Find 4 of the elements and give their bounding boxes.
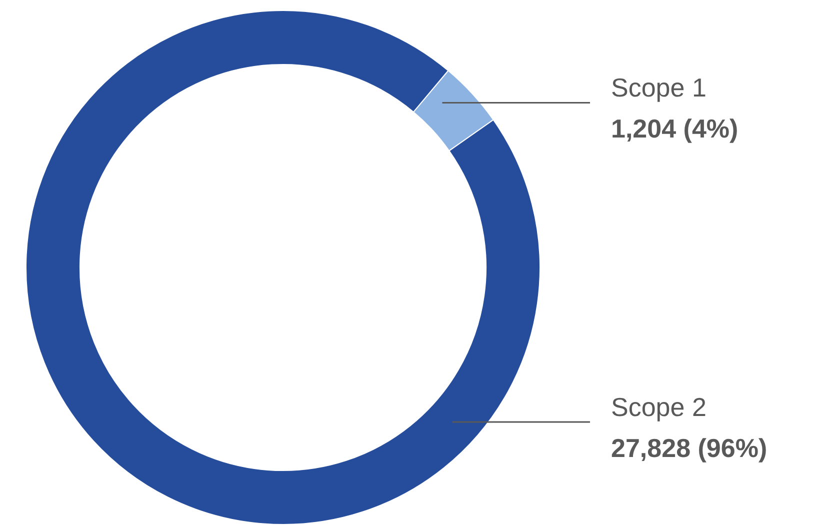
data-label: 27,828 (96%) bbox=[611, 433, 768, 463]
slice-label: Scope 1 bbox=[611, 72, 706, 103]
slice-label: Scope 2 bbox=[611, 392, 706, 422]
data-label: 1,204 (4%) bbox=[611, 114, 738, 144]
